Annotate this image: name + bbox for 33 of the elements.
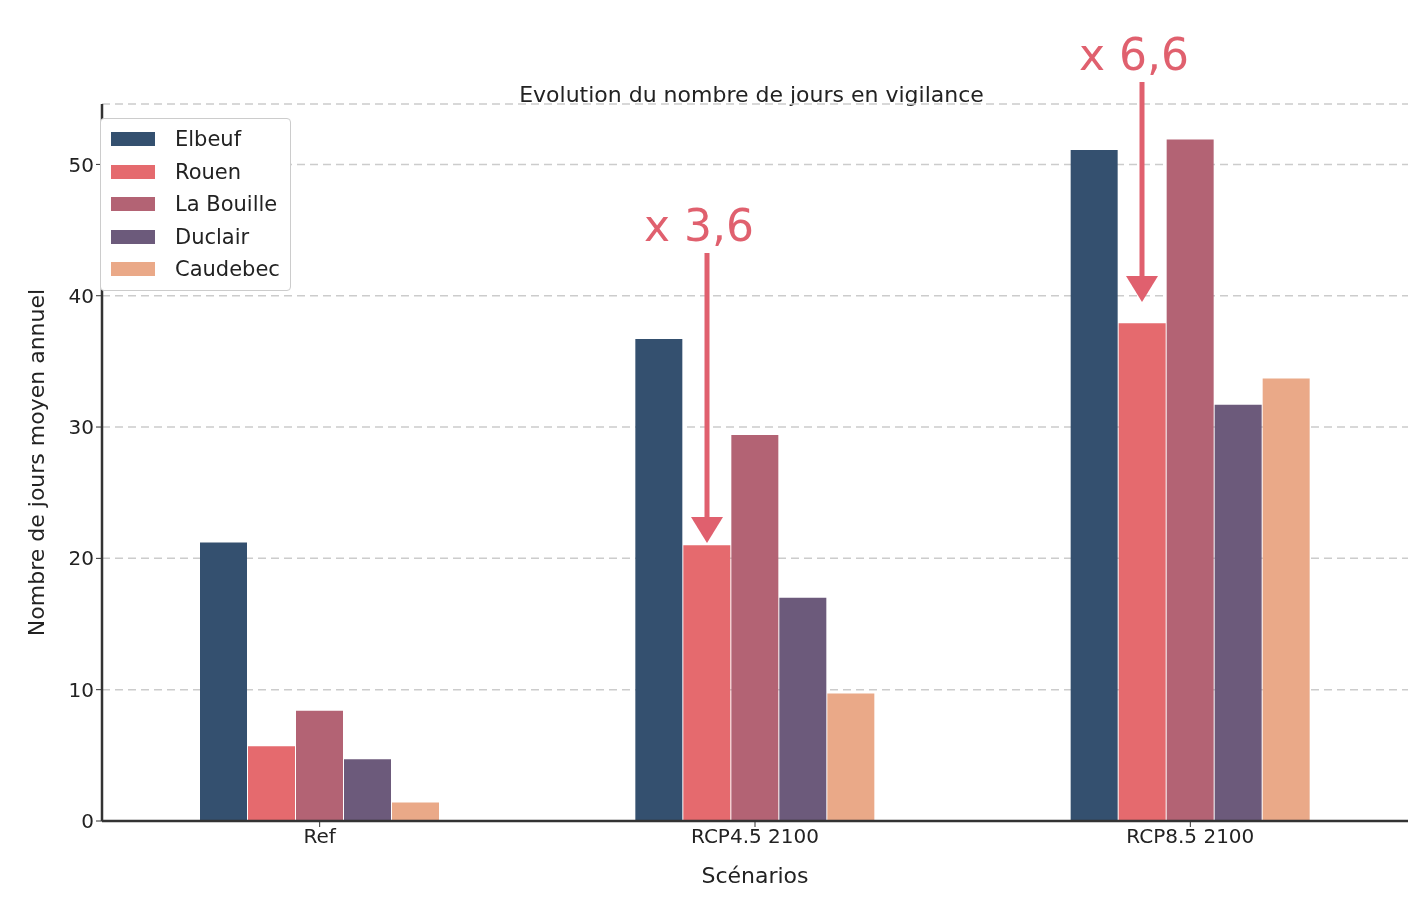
x-tick-label: RCP8.5 2100 bbox=[1126, 824, 1255, 849]
bar bbox=[1262, 378, 1310, 821]
text: x 6,6 bbox=[1079, 29, 1189, 80]
bar bbox=[635, 339, 683, 821]
chart-title: Evolution du nombre de jours en vigilance bbox=[518, 82, 985, 107]
y-tick-label: 10 bbox=[68, 677, 94, 702]
bar bbox=[1166, 139, 1214, 821]
legend-label: La Bouille bbox=[175, 191, 278, 218]
bar bbox=[1214, 404, 1262, 821]
y-tick-label: 0 bbox=[81, 809, 94, 834]
bar bbox=[392, 802, 439, 821]
bar bbox=[827, 693, 875, 821]
bar bbox=[248, 746, 295, 821]
y-tick-label: 30 bbox=[68, 415, 94, 440]
y-tick-label: 20 bbox=[68, 546, 94, 571]
y-tick-label: 50 bbox=[68, 152, 94, 177]
bar bbox=[731, 434, 779, 821]
y-tick-label: 40 bbox=[68, 283, 94, 308]
bar bbox=[1118, 323, 1166, 821]
annotation: x 3,6 bbox=[644, 200, 754, 251]
bar bbox=[779, 597, 827, 821]
bar bbox=[1070, 149, 1118, 821]
bar bbox=[200, 542, 247, 821]
bar bbox=[344, 759, 391, 821]
legend-label: Rouen bbox=[175, 158, 242, 186]
legend-label: Duclair bbox=[175, 223, 250, 251]
legend-label: Elbeuf bbox=[175, 126, 242, 153]
x-tick-label: RCP4.5 2100 bbox=[691, 824, 819, 849]
x-tick-label: Ref bbox=[303, 824, 337, 849]
y-axis-title: Nombre de jours moyen annuel bbox=[23, 288, 49, 637]
legend-label: Caudebec bbox=[175, 256, 280, 283]
x-axis-title: Scénarios bbox=[701, 863, 809, 888]
bar bbox=[296, 710, 343, 821]
